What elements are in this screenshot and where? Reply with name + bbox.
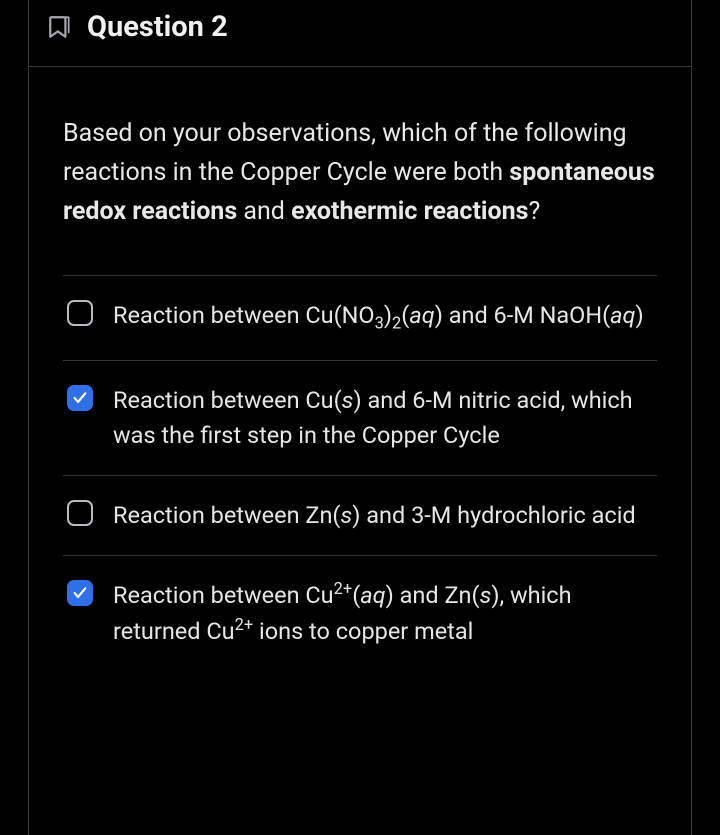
checkbox-icon[interactable] <box>67 500 93 526</box>
option-row[interactable]: Reaction between Cu(NO3)2(aq) and 6-M Na… <box>63 275 657 359</box>
checkbox-icon[interactable] <box>67 580 93 606</box>
option-row[interactable]: Reaction between Cu2+(aq) and Zn(s), whi… <box>63 555 657 671</box>
options-list: Reaction between Cu(NO3)2(aq) and 6-M Na… <box>63 275 657 671</box>
checkbox-icon[interactable] <box>67 300 93 326</box>
question-header: Question 2 <box>29 0 691 67</box>
option-row[interactable]: Reaction between Zn(s) and 3-M hydrochlo… <box>63 475 657 555</box>
question-body: Based on your observations, which of the… <box>29 67 691 835</box>
header-redacted-area <box>583 10 673 44</box>
question-panel: Question 2 Based on your observations, w… <box>28 0 692 835</box>
checkbox-icon[interactable] <box>67 385 93 411</box>
option-label: Reaction between Cu(s) and 6-M nitric ac… <box>113 383 657 454</box>
option-label: Reaction between Cu(NO3)2(aq) and 6-M Na… <box>113 298 644 337</box>
bookmark-icon[interactable] <box>47 14 73 40</box>
option-row[interactable]: Reaction between Cu(s) and 6-M nitric ac… <box>63 360 657 476</box>
option-label: Reaction between Zn(s) and 3-M hydrochlo… <box>113 498 636 533</box>
question-prompt: Based on your observations, which of the… <box>63 115 657 231</box>
option-label: Reaction between Cu2+(aq) and Zn(s), whi… <box>113 578 657 649</box>
question-title: Question 2 <box>87 10 228 44</box>
